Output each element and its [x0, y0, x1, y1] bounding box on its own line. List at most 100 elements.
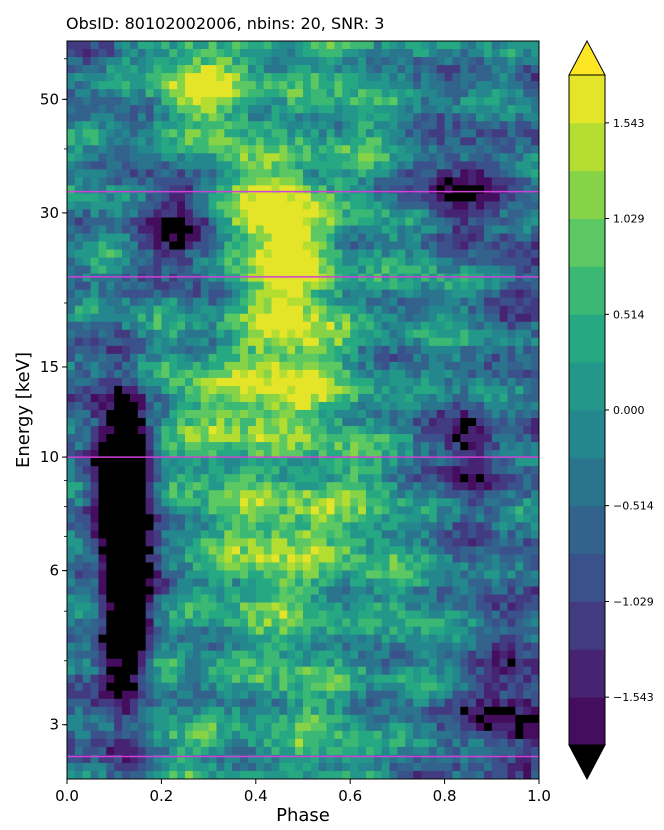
heatmap-cell: [483, 313, 493, 323]
heatmap-cell: [358, 137, 367, 146]
heatmap-cell: [200, 730, 210, 740]
heatmap-cell: [428, 498, 438, 507]
heatmap-cell: [255, 418, 265, 427]
heatmap-cell: [90, 754, 100, 764]
heatmap-cell: [74, 297, 84, 307]
heatmap-cell: [350, 49, 359, 58]
heatmap-cell: [67, 626, 76, 636]
heatmap-cell: [177, 530, 186, 539]
heatmap-cell: [428, 714, 438, 724]
heatmap-cell: [145, 458, 155, 467]
heatmap-cell: [365, 754, 375, 764]
heatmap-cell: [444, 498, 454, 507]
heatmap-cell: [74, 690, 84, 700]
heatmap-cell: [483, 153, 493, 162]
heatmap-cell: [350, 401, 359, 411]
heatmap-cell: [444, 618, 454, 628]
heatmap-cell: [342, 281, 351, 291]
heatmap-cell: [98, 634, 107, 644]
heatmap-cell: [90, 706, 100, 716]
heatmap-cell: [365, 161, 375, 170]
heatmap-cell: [405, 257, 414, 267]
heatmap-cell: [129, 249, 139, 259]
heatmap-cell: [263, 169, 273, 178]
heatmap-cell: [318, 89, 328, 98]
heatmap-cell: [216, 466, 225, 475]
heatmap-cell: [263, 514, 273, 523]
heatmap-cell: [421, 586, 430, 596]
heatmap-cell: [310, 329, 320, 339]
heatmap-cell: [137, 538, 147, 547]
heatmap-cell: [169, 73, 178, 82]
heatmap-cell: [295, 369, 304, 379]
heatmap-cell: [326, 746, 336, 756]
heatmap-cell: [318, 714, 328, 724]
heatmap-cell: [287, 209, 296, 219]
heatmap-cell: [271, 281, 280, 291]
heatmap-cell: [67, 770, 76, 779]
heatmap-cell: [444, 658, 454, 668]
heatmap-cell: [224, 73, 233, 82]
heatmap-cell: [161, 201, 170, 211]
heatmap-cell: [67, 329, 76, 339]
heatmap-cell: [373, 458, 383, 467]
heatmap-cell: [232, 594, 241, 604]
heatmap-cell: [436, 401, 446, 411]
heatmap-cell: [444, 273, 454, 283]
heatmap-cell: [247, 770, 257, 779]
heatmap-cell: [436, 57, 446, 66]
heatmap-cell: [389, 401, 398, 411]
heatmap-cell: [98, 674, 107, 684]
heatmap-cell: [232, 514, 241, 523]
heatmap-cell: [397, 41, 406, 50]
heatmap-cell: [365, 722, 375, 732]
heatmap-cell: [310, 530, 320, 539]
heatmap-cell: [200, 514, 210, 523]
heatmap-cell: [318, 498, 328, 507]
heatmap-cell: [122, 193, 131, 203]
heatmap-cell: [413, 738, 422, 748]
heatmap-cell: [200, 634, 210, 644]
heatmap-cell: [145, 369, 155, 379]
heatmap-cell: [452, 522, 461, 531]
heatmap-cell: [177, 225, 186, 235]
heatmap-cell: [326, 586, 336, 596]
heatmap-cell: [161, 650, 170, 660]
heatmap-cell: [208, 474, 218, 483]
heatmap-cell: [247, 426, 257, 435]
heatmap-cell: [444, 57, 454, 66]
heatmap-cell: [436, 361, 446, 371]
heatmap-cell: [373, 129, 383, 138]
heatmap-cell: [263, 73, 273, 82]
heatmap-cell: [114, 554, 123, 564]
heatmap-cell: [224, 650, 233, 660]
heatmap-cell: [468, 41, 477, 50]
heatmap-cell: [295, 442, 304, 451]
heatmap-cell: [90, 762, 100, 772]
heatmap-cell: [114, 498, 123, 507]
heatmap-cell: [405, 121, 414, 130]
heatmap-cell: [421, 610, 430, 620]
heatmap-cell: [185, 385, 194, 395]
heatmap-cell: [476, 410, 485, 419]
heatmap-cell: [358, 738, 367, 748]
heatmap-cell: [67, 337, 76, 347]
heatmap-cell: [200, 698, 210, 708]
heatmap-cell: [224, 385, 233, 395]
heatmap-cell: [303, 506, 312, 515]
heatmap-cell: [82, 369, 92, 379]
heatmap-cell: [263, 650, 273, 660]
heatmap-cell: [452, 241, 461, 251]
heatmap-cell: [145, 225, 155, 235]
heatmap-cell: [318, 586, 328, 596]
heatmap-cell: [436, 578, 446, 588]
heatmap-cell: [185, 305, 194, 315]
heatmap-cell: [405, 73, 414, 82]
heatmap-cell: [106, 474, 115, 483]
heatmap-cell: [137, 434, 147, 443]
heatmap-cell: [476, 129, 485, 138]
heatmap-cell: [452, 305, 461, 315]
heatmap-cell: [413, 169, 422, 178]
heatmap-cell: [216, 546, 225, 555]
heatmap-cell: [452, 273, 461, 283]
